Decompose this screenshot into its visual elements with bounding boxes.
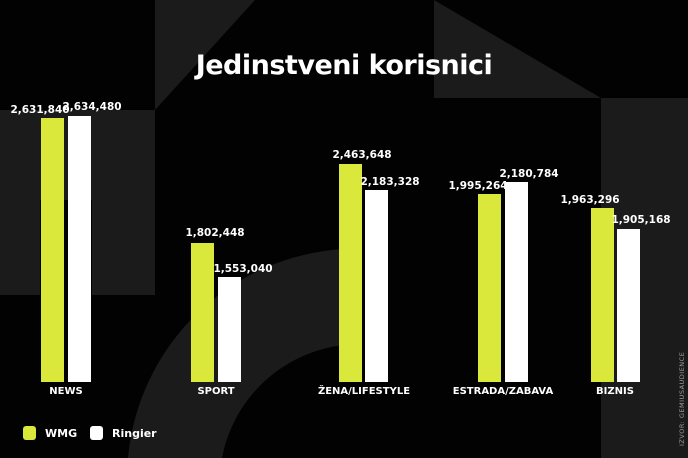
legend-item-wmg: WMG	[23, 426, 77, 440]
legend-label-wmg: WMG	[45, 426, 78, 440]
value-label: 2,634,480	[62, 101, 122, 113]
bar-news-ringier	[68, 116, 91, 382]
bar-biznis-wmg	[591, 208, 614, 382]
value-label: 2,631,840	[10, 104, 70, 116]
bar-biznis-ringier	[617, 229, 640, 382]
bar-estrada-ringier	[505, 182, 528, 382]
bar-zena-ringier	[365, 190, 388, 382]
value-label: 1,995,264	[448, 180, 508, 192]
value-label: 1,802,448	[185, 227, 245, 239]
bar-sport-wmg	[191, 243, 214, 382]
legend-swatch-wmg	[23, 426, 36, 440]
legend-swatch-ringier	[90, 426, 103, 440]
category-label: ŽENA/LIFESTYLE	[317, 386, 411, 397]
value-label: 2,180,784	[499, 168, 559, 180]
category-label: SPORT	[197, 386, 235, 397]
value-label: 2,463,648	[332, 149, 392, 161]
bar-sport-ringier	[218, 277, 241, 382]
bg-shape-triangle-left	[155, 0, 255, 110]
bg-shape-right-block	[601, 98, 688, 458]
bar-news-wmg	[41, 118, 64, 382]
bar-zena-wmg	[339, 164, 362, 382]
value-label: 1,963,296	[560, 194, 620, 206]
legend-label-ringier: Ringier	[112, 426, 157, 440]
value-label: 1,905,168	[611, 214, 671, 226]
category-label: BIZNIS	[596, 386, 634, 397]
bg-shape-triangle-right	[434, 0, 601, 98]
category-label: NEWS	[49, 386, 83, 397]
value-label: 2,183,328	[360, 176, 420, 188]
category-label: ESTRADA/ZABAVA	[452, 386, 554, 397]
bar-estrada-wmg	[478, 194, 501, 382]
source-note: IZVOR: GEMIUSAUDIENCE	[678, 351, 686, 446]
chart-title: Jedinstveni korisnici	[195, 50, 493, 81]
legend-item-ringier: Ringier	[90, 426, 157, 440]
bg-shape-left-mid	[92, 200, 155, 295]
bg-shape-left-lower	[0, 200, 40, 295]
value-label: 1,553,040	[213, 263, 273, 275]
